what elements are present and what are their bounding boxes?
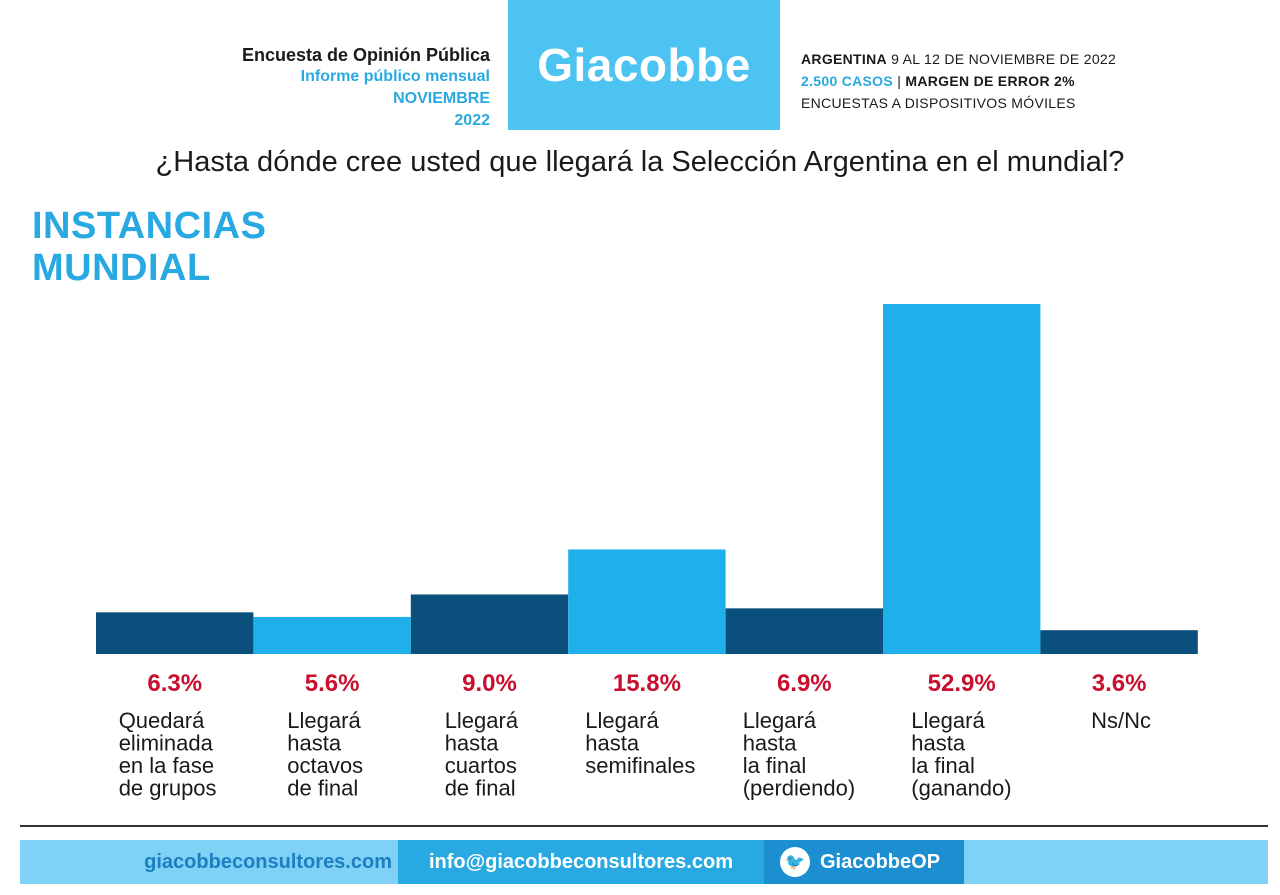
survey-country: ARGENTINA [801,51,887,67]
footer-twitter[interactable]: 🐦 GiacobbeOP [764,840,964,884]
value-label-2: 9.0% [462,670,517,697]
logo-text: Giacobbe [537,39,751,91]
header-right: ARGENTINA 9 AL 12 DE NOVIEMBRE DE 2022 2… [801,48,1116,114]
footer-twitter-handle: GiacobbeOP [820,850,941,873]
question-title: ¿Hasta dónde cree usted que llegará la S… [155,146,1125,178]
report-year: 2022 [454,112,490,129]
separator: | [897,73,902,89]
footer-filler [964,840,1268,884]
survey-title: Encuesta de Opinión Pública [241,45,490,65]
value-label-0: 6.3% [147,670,202,697]
report-month: NOVIEMBRE [393,90,490,107]
logo: Giacobbe [508,0,780,130]
category-label-1: Llegará hasta octavos de final [287,708,363,801]
footer-divider [20,825,1268,827]
survey-dates: 9 AL 12 DE NOVIEMBRE DE 2022 [891,51,1117,67]
category-label-2: Llegará hasta cuartos de final [445,708,519,801]
category-label-4: Llegará hasta la final (perdiendo) [743,708,856,801]
survey-method: ENCUESTAS A DISPOSITIVOS MÓVILES [801,95,1076,111]
bar-5 [883,304,1041,654]
bar-1 [253,616,411,654]
survey-cases: 2.500 CASOS [801,73,894,89]
section-title-line1: INSTANCIAS [32,205,267,247]
category-label-5: Llegará hasta la final (ganando) [911,708,1011,801]
footer-website-text: giacobbeconsultores.com [144,850,392,873]
bar-4 [725,608,883,654]
category-label-3: Llegará hasta semifinales [585,708,695,778]
category-label-6: Ns/Nc [1091,708,1151,733]
value-label-4: 6.9% [777,670,832,697]
footer-website[interactable]: giacobbeconsultores.com [20,840,398,884]
value-label-3: 15.8% [613,670,681,697]
section-title: INSTANCIAS MUNDIAL [32,205,266,289]
header-left: Encuesta de Opinión Pública Informe públ… [150,44,490,132]
footer: giacobbeconsultores.com info@giacobbecon… [20,840,1268,884]
bar-0 [96,612,254,654]
report-type: Informe público mensual [300,68,490,85]
bar-chart: 6.3% Quedará eliminada en la fase de grupos 5… [96,304,1198,801]
bar-3 [568,549,726,654]
survey-margin: MARGEN DE ERROR 2% [905,73,1075,89]
value-label-6: 3.6% [1092,670,1147,697]
category-label-0: Quedará eliminada en la fase de grupos [119,708,217,801]
section-title-line2: MUNDIAL [32,247,211,289]
footer-email[interactable]: info@giacobbeconsultores.com [398,840,764,884]
survey-date-line: ARGENTINA 9 AL 12 DE NOVIEMBRE DE 2022 [801,48,1116,70]
footer-email-text: info@giacobbeconsultores.com [429,850,733,873]
value-label-1: 5.6% [305,670,360,697]
bar-6 [1040,630,1198,654]
value-label-5: 52.9% [928,670,996,697]
survey-sample-line: 2.500 CASOS | MARGEN DE ERROR 2% [801,70,1116,92]
bar-2 [410,594,569,654]
twitter-bird-icon: 🐦 [780,847,810,877]
